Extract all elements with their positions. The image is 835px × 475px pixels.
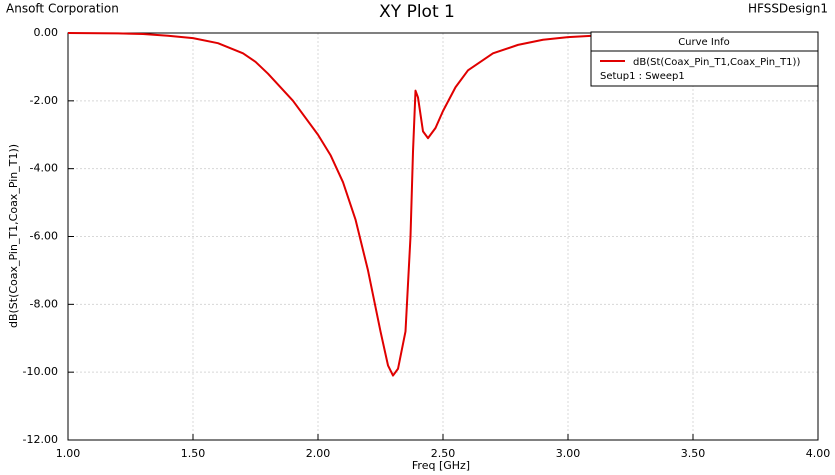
y-tick-label: -12.00: [23, 433, 58, 446]
grid: [67, 32, 819, 441]
design-name: HFSSDesign1: [748, 2, 828, 16]
chart-title: XY Plot 1: [379, 2, 455, 22]
x-tick-label: 1.00: [56, 447, 81, 460]
legend-setup: Setup1 : Sweep1: [600, 71, 685, 82]
y-tick-label: -6.00: [30, 230, 58, 243]
x-tick-label: 4.00: [806, 447, 831, 460]
y-axis-label: dB(St(Coax_Pin_T1,Coax_Pin_T1)): [7, 144, 20, 328]
x-tick-label: 3.50: [681, 447, 706, 460]
x-tick-label: 2.00: [306, 447, 331, 460]
plot-frame: [67, 32, 819, 441]
legend-label: dB(St(Coax_Pin_T1,Coax_Pin_T1)): [633, 57, 800, 68]
y-tick-label: -8.00: [30, 297, 58, 310]
x-axis-label: Freq [GHz]: [412, 459, 470, 472]
legend: Curve Info dB(St(Coax_Pin_T1,Coax_Pin_T1…: [590, 31, 819, 87]
plot-lines: [67, 32, 818, 377]
company: Ansoft Corporation: [6, 2, 119, 16]
legend-title: Curve Info: [678, 37, 730, 48]
legend-box: [590, 31, 819, 87]
x-tick-label: 2.50: [431, 447, 456, 460]
x-tick-label: 1.50: [181, 447, 206, 460]
data-line: [67, 32, 818, 377]
x-tick-label: 3.00: [556, 447, 581, 460]
y-tick-label: -10.00: [23, 365, 58, 378]
y-tick-label: -4.00: [30, 162, 58, 175]
y-tick-label: 0.00: [34, 26, 59, 39]
y-tick-label: -2.00: [30, 94, 58, 107]
